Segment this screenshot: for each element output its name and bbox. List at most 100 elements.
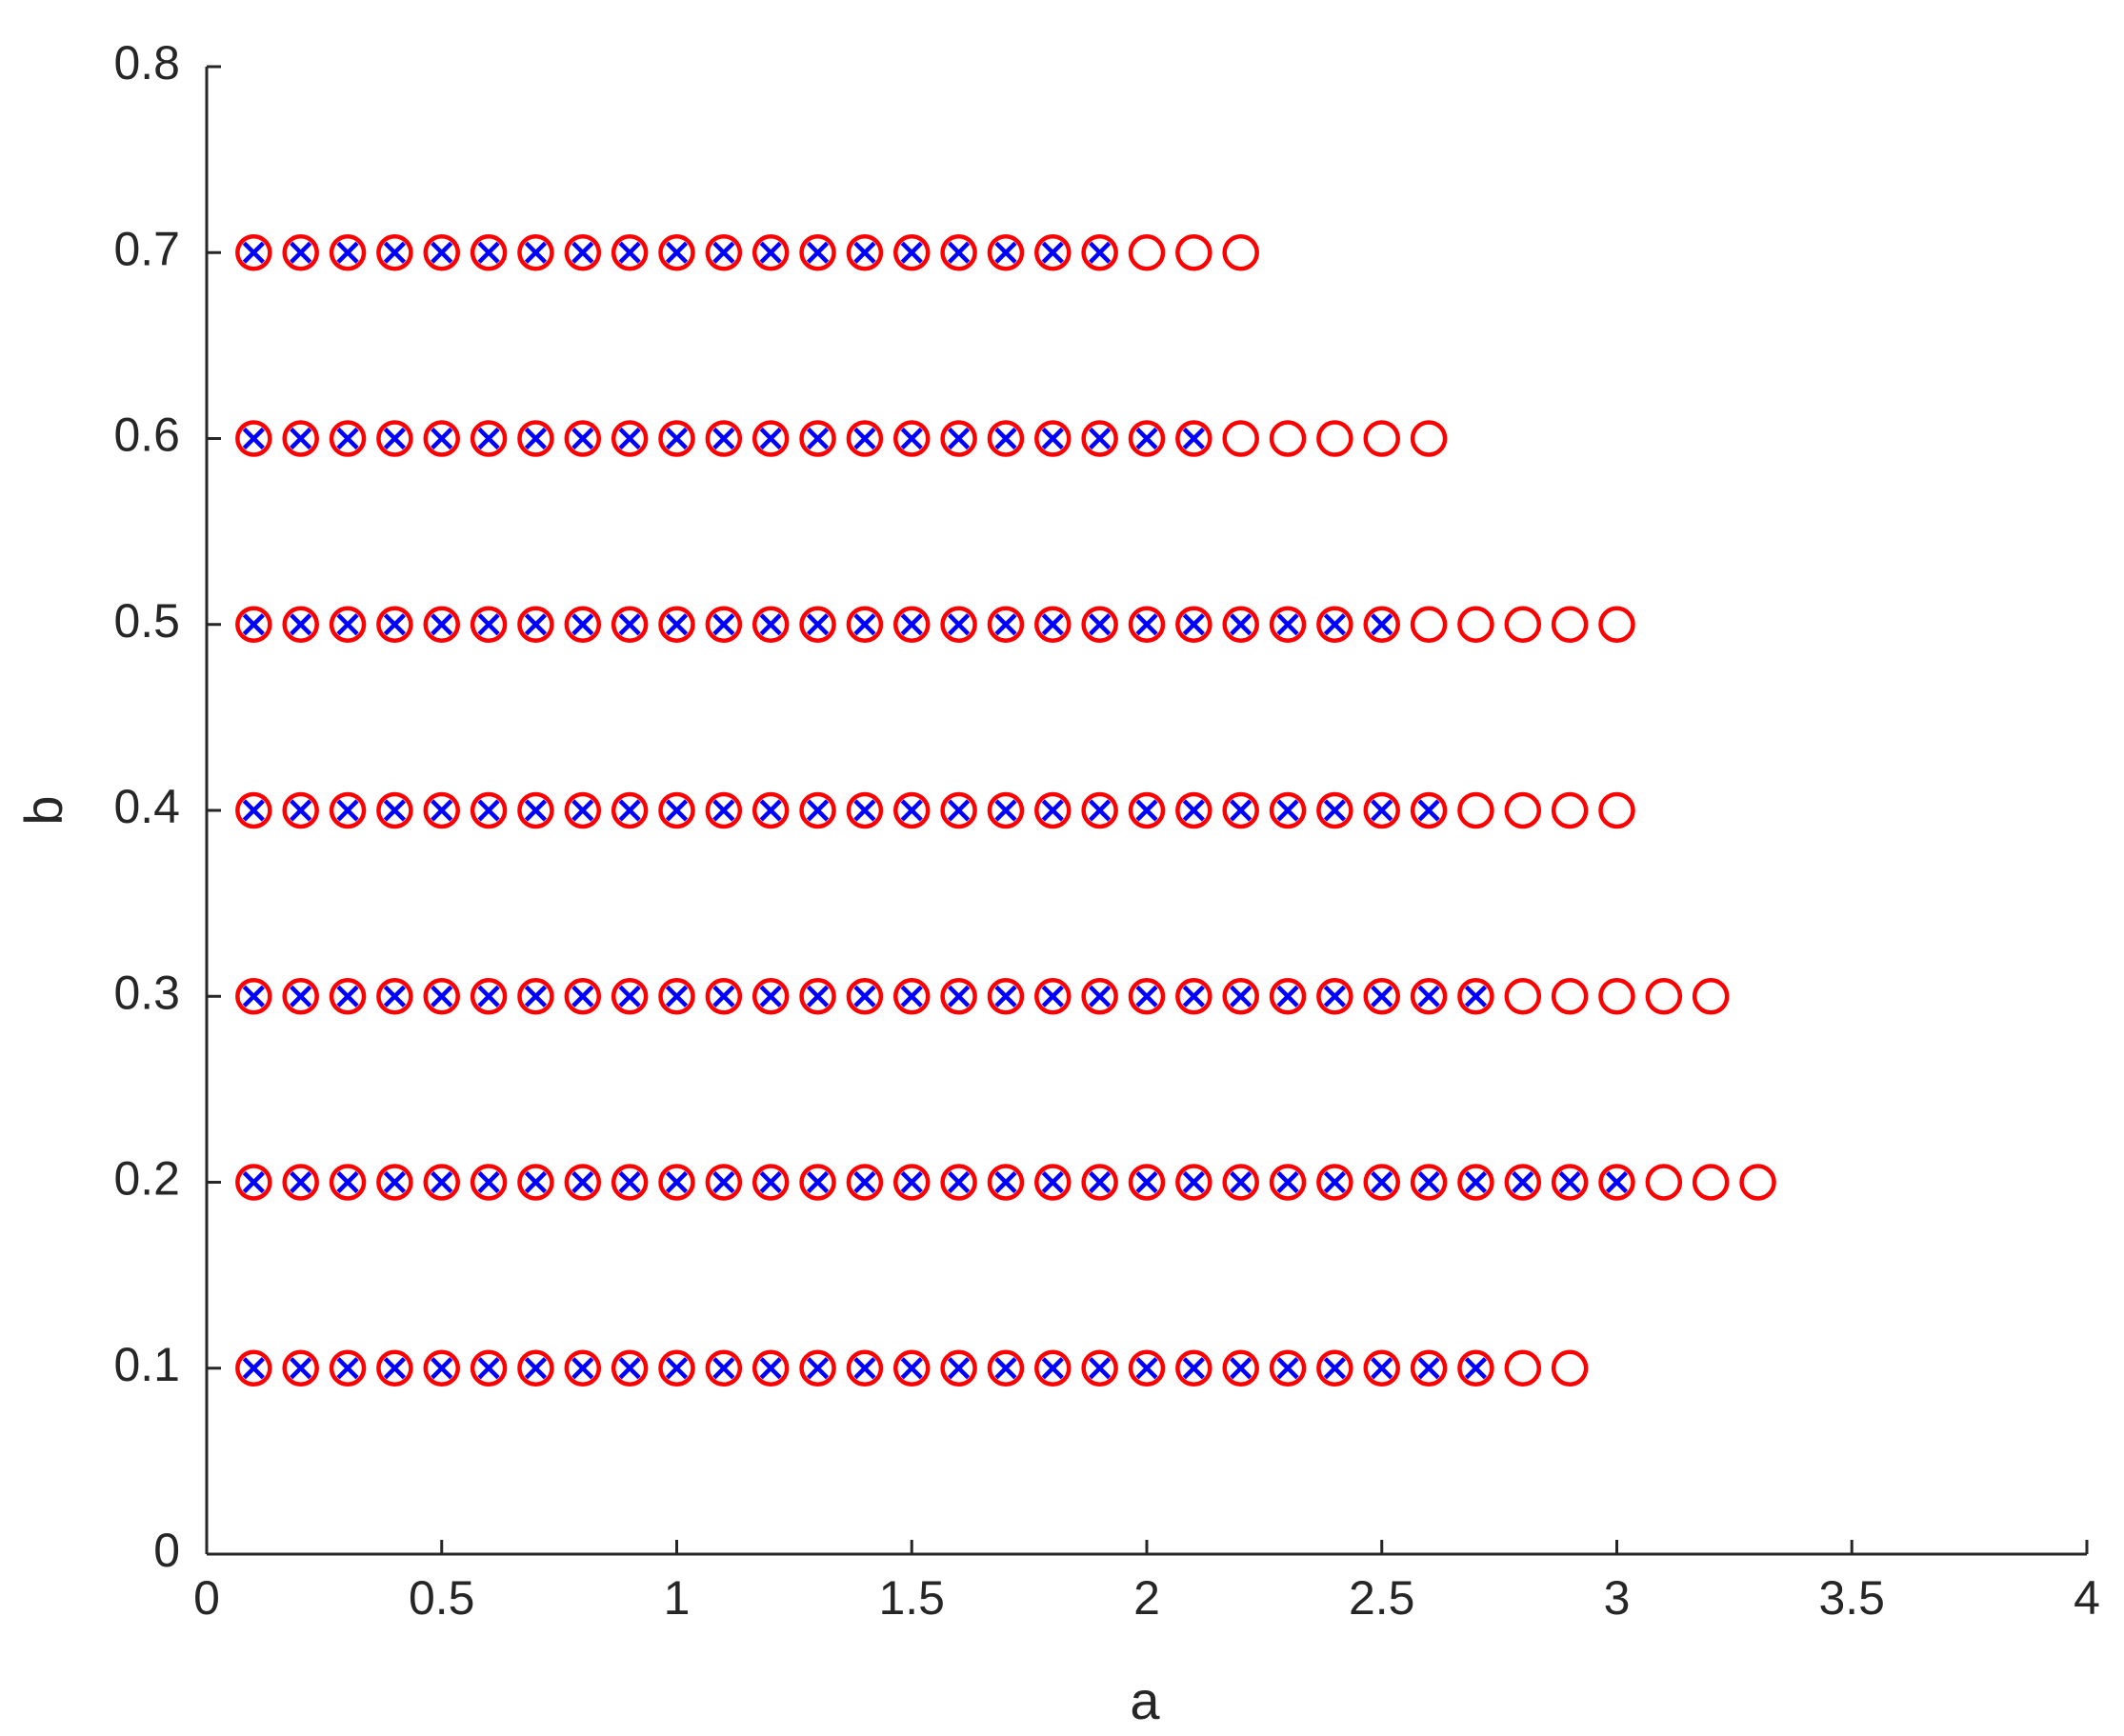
circle-marker [376,1164,413,1201]
circle-marker [987,1164,1025,1201]
circle-marker [751,791,790,829]
circle-marker [705,1164,743,1201]
cross-marker [948,799,971,822]
circle-marker [940,1164,977,1201]
circle-marker [751,606,790,643]
cross-marker [290,1170,312,1194]
circle-marker [1551,606,1589,643]
circle-marker [1269,791,1307,829]
cross-marker [290,613,312,636]
x-tick-label: 1 [664,1571,691,1625]
cross-marker [1182,799,1205,822]
cross-marker [900,1357,923,1380]
circle-marker [611,420,649,457]
circle-marker [799,606,836,643]
cross-marker [853,613,876,636]
cross-marker [900,241,923,264]
cross-marker [383,613,406,636]
circle-marker [1363,420,1400,457]
cross-marker [477,241,500,264]
circle-marker [329,978,367,1015]
cross-marker [1041,799,1064,822]
cross-marker [1230,985,1252,1008]
circle-marker [282,1349,319,1387]
cross-marker [712,241,735,264]
cross-marker [853,1357,876,1380]
cross-marker [994,1357,1017,1380]
cross-marker [853,985,876,1008]
circle-marker [987,234,1025,271]
cross-marker [242,985,265,1008]
circle-marker [751,978,790,1015]
circle-marker [1081,978,1118,1015]
cross-marker [1135,799,1158,822]
cross-marker [571,799,594,822]
y-tick-label: 0.5 [113,594,180,648]
cross-marker [477,799,500,822]
circle-marker [940,606,977,643]
cross-marker [948,241,971,264]
circle-marker [1316,1164,1353,1201]
circle-marker [1175,1349,1212,1387]
circle-marker [1222,420,1259,457]
circle-marker [799,791,836,829]
cross-marker [1041,427,1064,450]
circle-marker [1551,791,1589,829]
circle-marker [517,978,554,1015]
circle-marker [1128,1164,1166,1201]
circle-marker [423,606,460,643]
cross-marker [524,985,548,1008]
cross-marker [1182,427,1205,450]
cross-marker [242,799,265,822]
circle-marker [1692,978,1730,1015]
circle-marker [376,234,413,271]
circle-marker [517,1164,554,1201]
cross-marker [1135,1357,1158,1380]
circle-marker [1410,791,1448,829]
circle-marker [376,978,413,1015]
circle-marker [1175,420,1212,457]
cross-marker [759,613,782,636]
circle-marker [893,978,931,1015]
cross-marker [1323,799,1346,822]
cross-marker [1464,1357,1488,1380]
circle-marker [1598,606,1635,643]
circle-marker [1457,791,1494,829]
circle-marker [1222,1164,1259,1201]
circle-marker [470,1164,508,1201]
cross-marker [618,427,641,450]
circle-marker [1269,978,1307,1015]
cross-marker [665,985,689,1008]
circle-marker [1457,1349,1494,1387]
cross-marker [336,241,359,264]
cross-marker [431,1357,453,1380]
circle-marker [470,791,508,829]
circle-marker [1034,606,1072,643]
cross-marker [759,241,782,264]
circle-marker [751,1349,790,1387]
circle-marker [1316,420,1353,457]
cross-marker [806,1170,830,1194]
cross-marker [477,613,500,636]
circle-marker [1363,606,1400,643]
circle-marker [1363,978,1400,1015]
cross-marker [1371,799,1393,822]
cross-marker [1371,613,1393,636]
cross-marker [994,241,1017,264]
circle-marker [1316,791,1353,829]
cross-marker [665,1357,689,1380]
cross-marker [477,1357,500,1380]
cross-marker [806,1357,830,1380]
circle-marker [1504,1164,1542,1201]
x-tick-label: 3.5 [1818,1571,1885,1625]
cross-marker [1417,985,1440,1008]
cross-marker [806,241,830,264]
cross-marker [994,799,1017,822]
circle-marker [423,791,460,829]
circle-marker [235,606,272,643]
cross-marker [524,427,548,450]
circle-marker [282,1164,319,1201]
cross-marker [477,985,500,1008]
x-tick-label: 2 [1133,1571,1160,1625]
circle-marker [799,420,836,457]
